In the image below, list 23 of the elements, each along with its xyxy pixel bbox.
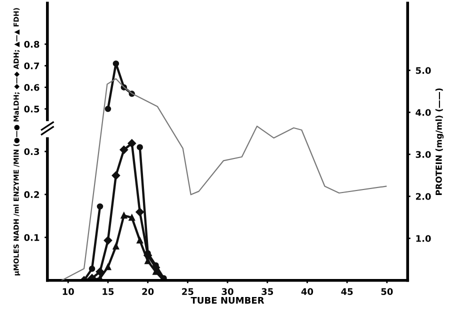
y-tick-label: 0.7 (24, 62, 40, 70)
x-axis-title: TUBE NUMBER (190, 297, 264, 304)
y2-tick-label: 1.0 (416, 235, 431, 242)
x-tick-label: 50 (381, 288, 393, 295)
y-tick-label: 0.3 (24, 148, 40, 156)
y2-tick-label: 3.0 (416, 151, 431, 158)
x-tick-label: 25 (182, 288, 194, 295)
y-tick-label: 0.1 (24, 234, 40, 241)
y2-tick-label: 5.0 (416, 67, 431, 74)
y-tick-label: 0.6 (24, 84, 40, 91)
y2-tick-label: 2.0 (416, 193, 431, 200)
y-tick-label: 0.5 (24, 106, 40, 112)
x-tick-label: 30 (222, 288, 234, 295)
y-tick-label: 0.2 (24, 191, 39, 198)
y2-tick-label: 4.0 (416, 109, 431, 116)
x-tick-label: 40 (301, 288, 314, 295)
y-tick-label: 0.8 (24, 40, 40, 48)
x-tick-label: 35 (262, 288, 274, 295)
x-tick-label: 20 (142, 288, 154, 295)
y2-axis-title: PROTEIN (mg/ml) (——) (435, 88, 444, 195)
x-tick-label: 45 (341, 288, 353, 295)
x-tick-label: 15 (102, 288, 114, 295)
x-tick-label: 10 (62, 288, 74, 295)
